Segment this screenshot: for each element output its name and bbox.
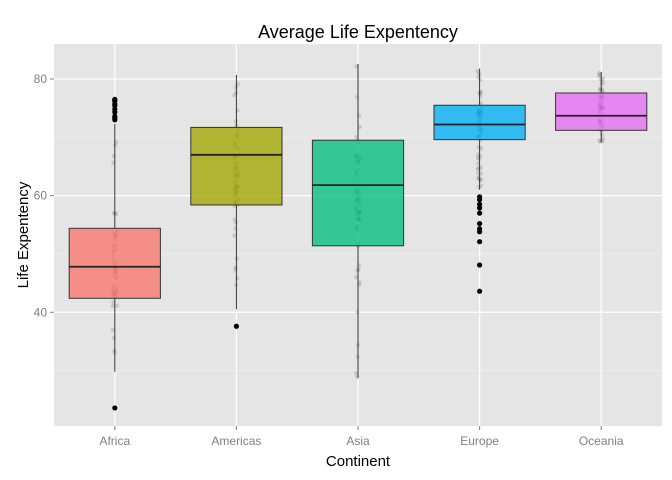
jitter-point <box>233 265 238 270</box>
box-africa <box>68 123 161 372</box>
jitter-point <box>355 374 360 380</box>
jitter-point <box>597 74 602 79</box>
outlier-point <box>477 194 483 200</box>
jitter-point <box>232 217 237 222</box>
box-asia <box>311 63 405 378</box>
y-axis-label: Life Expentency <box>15 181 32 288</box>
jitter-point <box>357 124 362 130</box>
jitter-point <box>232 233 237 238</box>
jitter-point <box>597 70 602 76</box>
outlier-layer <box>112 96 483 411</box>
jitter-point <box>110 304 116 309</box>
jitter-point <box>356 263 362 268</box>
jitter-point <box>475 155 481 160</box>
box-iqr <box>68 227 161 299</box>
y-tick-label: 60 <box>34 189 48 203</box>
box-iqr <box>555 92 648 131</box>
outlier-point <box>477 288 483 294</box>
x-tick-label: Europe <box>460 434 499 448</box>
jitter-point <box>355 309 360 315</box>
jitter-point <box>235 108 240 113</box>
outlier-point <box>477 262 483 268</box>
jitter-point <box>233 226 238 231</box>
jitter-point <box>356 113 362 118</box>
x-tick-label: Asia <box>346 434 370 448</box>
outlier-point <box>477 210 483 216</box>
jitter-point <box>353 370 359 376</box>
box-iqr <box>190 126 283 206</box>
outlier-point <box>112 113 118 119</box>
jitter-point <box>599 132 605 137</box>
box-americas <box>190 74 283 310</box>
jitter-point <box>235 276 240 281</box>
y-tick-label: 40 <box>34 305 48 319</box>
box-europe <box>433 68 526 190</box>
jitter-point <box>353 275 359 280</box>
box-iqr <box>311 139 405 247</box>
outlier-point <box>233 323 239 329</box>
jitter-point <box>356 267 361 272</box>
box-iqr <box>433 104 526 141</box>
jitter-point <box>600 76 606 81</box>
outlier-point <box>477 221 483 227</box>
box-oceania <box>555 71 648 143</box>
outlier-point <box>112 96 118 103</box>
jitter-point <box>114 303 119 308</box>
tick-layer: 40 60 80 Africa Americas Asia Europe Oceania <box>34 72 624 448</box>
jitter-point <box>233 220 238 225</box>
outlier-point <box>477 201 483 207</box>
jitter-point <box>597 138 602 143</box>
x-axis-label: Continent <box>326 453 391 470</box>
jitter-point <box>110 327 116 333</box>
x-tick-label: Americas <box>211 434 261 448</box>
jitter-point <box>475 68 480 74</box>
x-tick-label: Oceania <box>579 434 624 448</box>
jitter-point <box>476 175 482 181</box>
x-tick-label: Africa <box>99 434 130 448</box>
outlier-point <box>477 226 483 232</box>
jitter-point <box>354 135 359 140</box>
outlier-point <box>477 239 483 245</box>
y-tick-label: 80 <box>34 72 48 86</box>
jitter-point <box>597 72 602 78</box>
box-layer <box>68 63 648 378</box>
jitter-point <box>232 92 237 98</box>
chart-title: Average Life Expentency <box>258 22 458 42</box>
outlier-point <box>112 405 118 411</box>
